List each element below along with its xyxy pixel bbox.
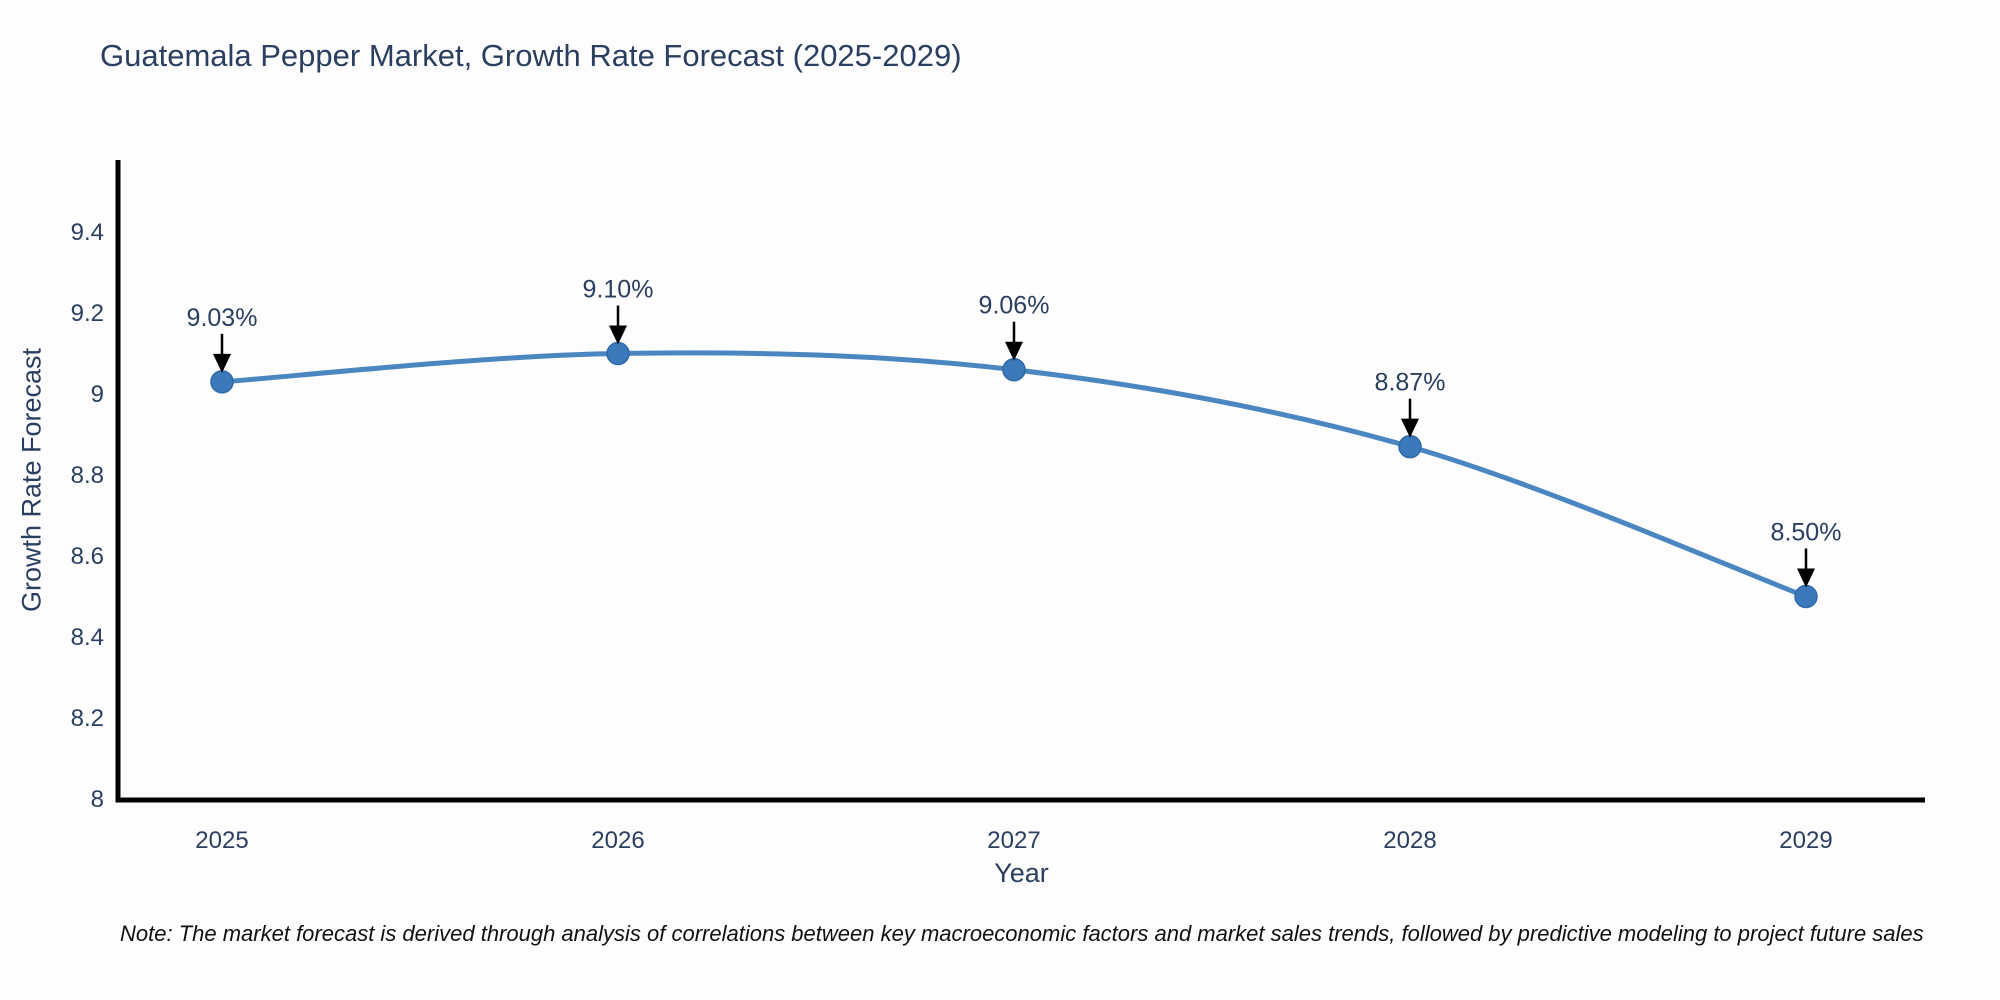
annotation-arrowhead [609, 325, 627, 345]
data-point-marker[interactable] [1002, 357, 1026, 382]
y-tick-label: 9.2 [71, 300, 104, 327]
annotation-label: 9.06% [979, 292, 1050, 320]
x-tick-label: 2025 [195, 827, 248, 854]
data-point-marker[interactable] [210, 370, 234, 394]
annotation-arrowhead [1401, 418, 1419, 438]
annotation-label: 9.03% [187, 304, 258, 332]
annotation-arrowhead [1005, 341, 1023, 361]
y-tick-label: 8.2 [71, 705, 104, 732]
x-tick-label: 2026 [591, 827, 644, 854]
data-point-marker[interactable] [1398, 434, 1422, 459]
y-tick-label: 9 [91, 381, 104, 408]
y-tick-label: 8.4 [71, 624, 104, 651]
chart-title: Guatemala Pepper Market, Growth Rate For… [100, 38, 962, 73]
annotation-label: 8.87% [1375, 369, 1446, 397]
data-point-marker[interactable] [1794, 584, 1818, 609]
x-tick-label: 2028 [1383, 827, 1436, 854]
footnote: Note: The market forecast is derived thr… [120, 921, 1924, 946]
x-tick-label: 2029 [1779, 827, 1832, 854]
x-axis-title: Year [994, 858, 1049, 888]
y-tick-label: 9.4 [71, 219, 104, 246]
data-point-marker[interactable] [606, 341, 630, 366]
annotation-label: 8.50% [1771, 519, 1842, 547]
annotation-label: 9.10% [583, 276, 654, 304]
x-tick-label: 2027 [987, 827, 1040, 854]
y-tick-label: 8 [91, 786, 104, 813]
annotation-arrowhead [1797, 568, 1815, 588]
series-line [219, 350, 1809, 599]
y-tick-label: 8.6 [71, 543, 104, 570]
y-tick-label: 8.8 [71, 462, 104, 489]
annotation-arrowhead [213, 353, 231, 373]
